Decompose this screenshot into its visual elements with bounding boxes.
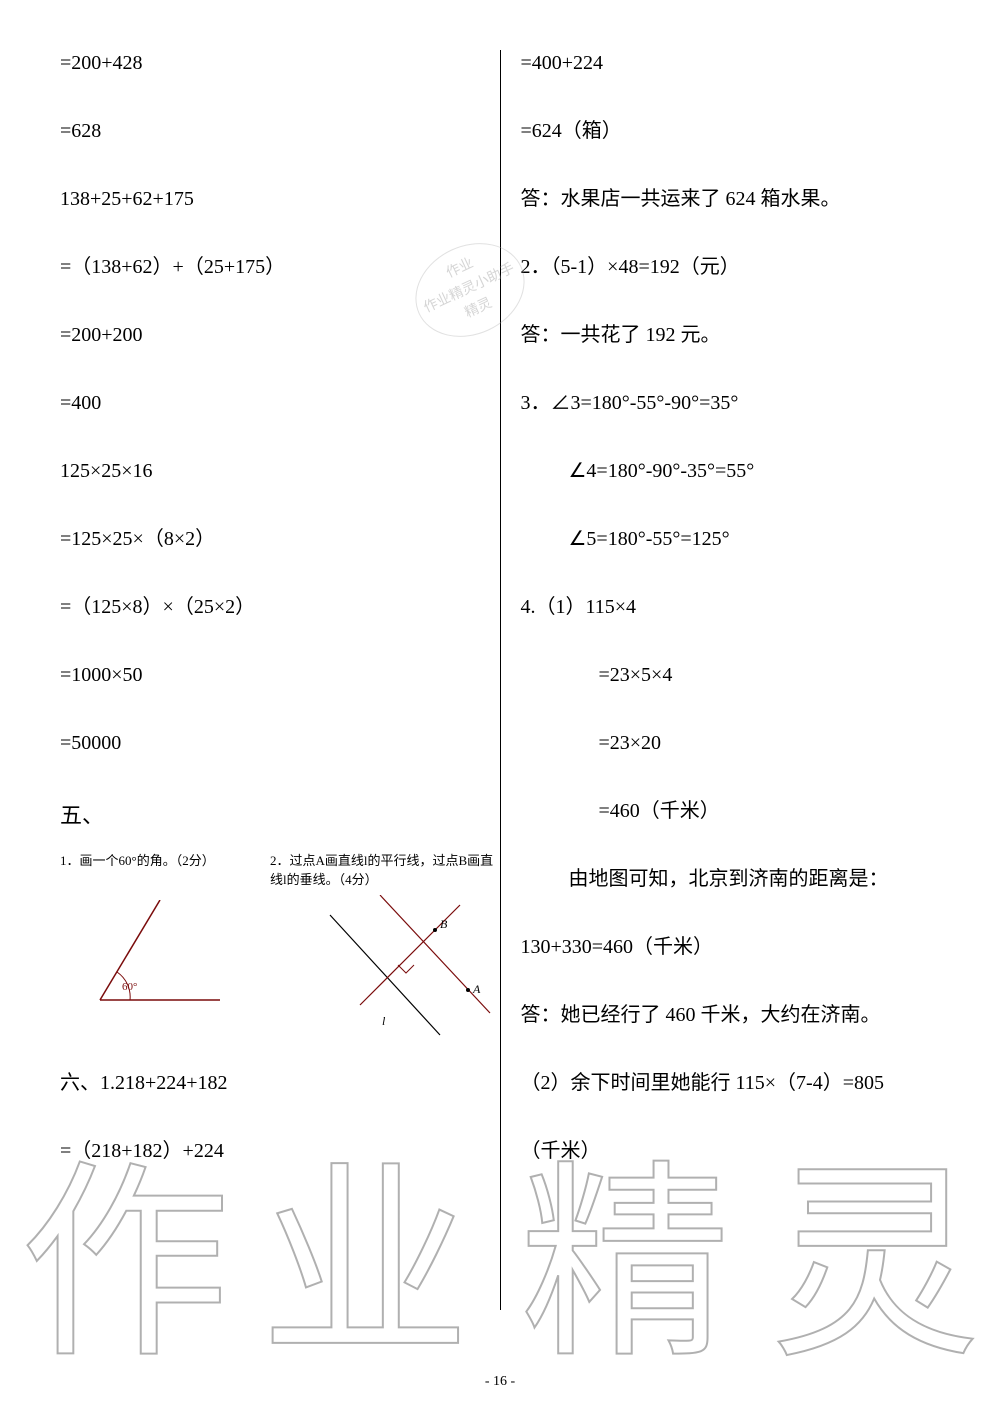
angle-label: 60°: [122, 981, 137, 993]
calc-line: ∠5=180°-55°=125°: [521, 526, 941, 552]
line-l-label: l: [382, 1014, 386, 1028]
calc-line: =（125×8）×（25×2）: [60, 594, 480, 620]
calc-line: 3．∠3=180°-55°-90°=35°: [521, 390, 941, 416]
calc-line: =200+200: [60, 322, 480, 348]
point-a-label: A: [472, 982, 481, 996]
calc-line: ∠4=180°-90°-35°=55°: [521, 458, 941, 484]
calc-line: =400+224: [521, 50, 941, 76]
calc-line: （2）余下时间里她能行 115×（7-4）=805: [521, 1070, 941, 1096]
page-number: - 16 -: [0, 1374, 1000, 1390]
calc-line: =200+428: [60, 50, 480, 76]
page-container: =200+428 =628 138+25+62+175 =（138+62）+（2…: [0, 0, 1000, 1310]
figure1-caption: 1．画一个60°的角。（2分）: [60, 850, 240, 869]
calc-line: =400: [60, 390, 480, 416]
calc-line: =125×25×（8×2）: [60, 526, 480, 552]
section-five-heading: 五、: [60, 798, 480, 830]
calc-line: =（138+62）+（25+175）: [60, 254, 480, 280]
answer-line: 答：她已经行了 460 千米，大约在济南。: [521, 1002, 941, 1028]
calc-line: =628: [60, 118, 480, 144]
calc-line: =23×20: [521, 730, 941, 756]
calc-line: 2．（5-1）×48=192（元）: [521, 254, 941, 280]
calc-line: =1000×50: [60, 662, 480, 688]
calc-line: 138+25+62+175: [60, 186, 480, 212]
answer-line: 答：水果店一共运来了 624 箱水果。: [521, 186, 941, 212]
left-column: =200+428 =628 138+25+62+175 =（138+62）+（2…: [60, 50, 500, 1280]
right-column: =400+224 =624（箱） 答：水果店一共运来了 624 箱水果。 2．（…: [501, 50, 941, 1280]
point-b-label: B: [440, 917, 448, 931]
calc-line: （千米）: [521, 1138, 941, 1164]
parallel-perpendicular-figure: l A B: [320, 895, 500, 1045]
calc-line: =50000: [60, 730, 480, 756]
calc-line: =460（千米）: [521, 798, 941, 824]
figures-row: 1．画一个60°的角。（2分） 2．过点A画直线l的平行线，过点B画直线l的垂线…: [60, 850, 480, 1050]
calc-line: 4.（1）115×4: [521, 594, 941, 620]
calc-line: =23×5×4: [521, 662, 941, 688]
calc-line: =（218+182）+224: [60, 1138, 480, 1164]
angle-60-figure: 60°: [90, 900, 230, 1020]
calc-line: 125×25×16: [60, 458, 480, 484]
section-six-heading: 六、1.218+224+182: [60, 1070, 480, 1096]
text-line: 由地图可知，北京到济南的距离是：: [521, 866, 941, 892]
calc-line: 130+330=460（千米）: [521, 934, 941, 960]
figure2-caption: 2．过点A画直线l的平行线，过点B画直线l的垂线。（4分）: [270, 850, 500, 888]
answer-line: 答：一共花了 192 元。: [521, 322, 941, 348]
calc-line: =624（箱）: [521, 118, 941, 144]
